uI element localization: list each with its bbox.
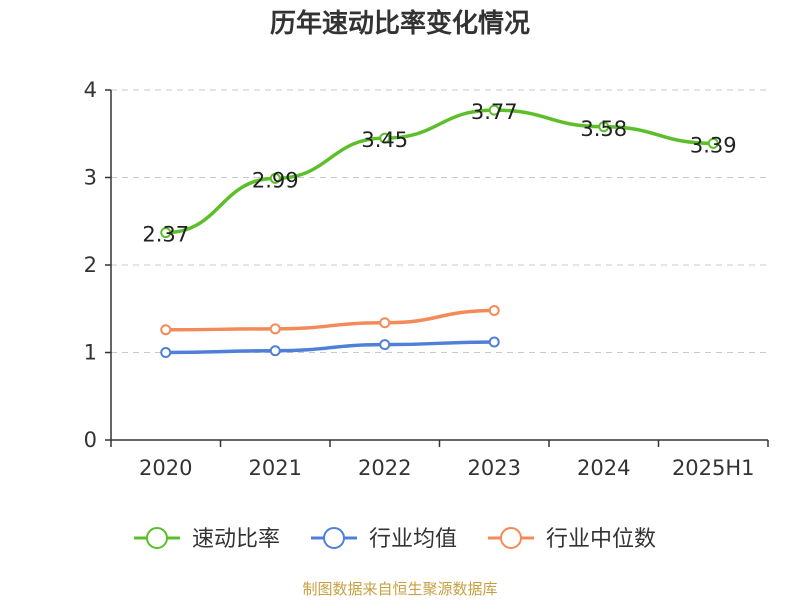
data-point [269, 172, 281, 184]
legend-label: 速动比率 [192, 527, 280, 552]
grid [111, 89, 768, 353]
data-labels: 2.37 2.99 3.45 3.77 3.58 3.39 [142, 100, 736, 247]
legend-label: 行业均值 [369, 527, 457, 552]
series-line [165, 340, 495, 355]
data-point [379, 339, 391, 351]
data-label: 2.99 [252, 168, 299, 192]
legend-item-1: 行业均值 [311, 527, 457, 552]
data-point [488, 104, 500, 116]
data-point [269, 323, 281, 335]
chart-title: 历年速动比率变化情况 [270, 8, 530, 39]
data-point [598, 121, 610, 133]
data-point [160, 324, 172, 336]
series-2 [160, 305, 500, 336]
x-tick-label: 2023 [468, 456, 521, 480]
series-1 [160, 336, 500, 358]
x-tick-label: 2022 [358, 456, 411, 480]
source-note: 制图数据来自恒生聚源数据库 [302, 580, 497, 598]
data-label: 3.45 [361, 128, 408, 152]
data-label: 3.58 [580, 117, 627, 141]
series-group [160, 104, 719, 358]
y-tick-label: 2 [84, 253, 97, 277]
legend-marker [500, 527, 522, 549]
data-point [269, 345, 281, 357]
data-point [488, 336, 500, 348]
y-tick-label: 1 [84, 341, 97, 365]
series-0 [160, 104, 719, 239]
data-point [160, 347, 172, 358]
series-line [165, 108, 714, 235]
x-tick-label: 2021 [249, 456, 302, 480]
y-tick-label: 3 [84, 166, 97, 190]
data-point [379, 132, 391, 144]
data-point [707, 137, 719, 149]
data-point [160, 227, 172, 239]
x-tick-label: 2020 [139, 456, 192, 480]
legend: 速动比率 行业均值 行业中位数 [134, 527, 656, 552]
legend-item-2: 行业中位数 [488, 527, 656, 552]
legend-item-0: 速动比率 [134, 527, 280, 552]
series-line [165, 308, 495, 332]
data-label: 3.77 [471, 100, 518, 124]
legend-label: 行业中位数 [546, 527, 656, 552]
axes: 0 1 2 3 4 2020 2021 2022 2023 2024 2025H1 [84, 78, 769, 480]
y-tick-label: 4 [84, 78, 97, 102]
data-point [379, 317, 391, 329]
data-label: 3.39 [690, 133, 737, 157]
x-tick-label: 2024 [577, 456, 630, 480]
legend-marker [146, 527, 168, 549]
y-tick-label: 0 [84, 428, 97, 452]
data-label: 2.37 [142, 223, 189, 247]
data-point [488, 305, 500, 316]
legend-marker [323, 527, 345, 549]
x-tick-label: 2025H1 [672, 456, 755, 480]
